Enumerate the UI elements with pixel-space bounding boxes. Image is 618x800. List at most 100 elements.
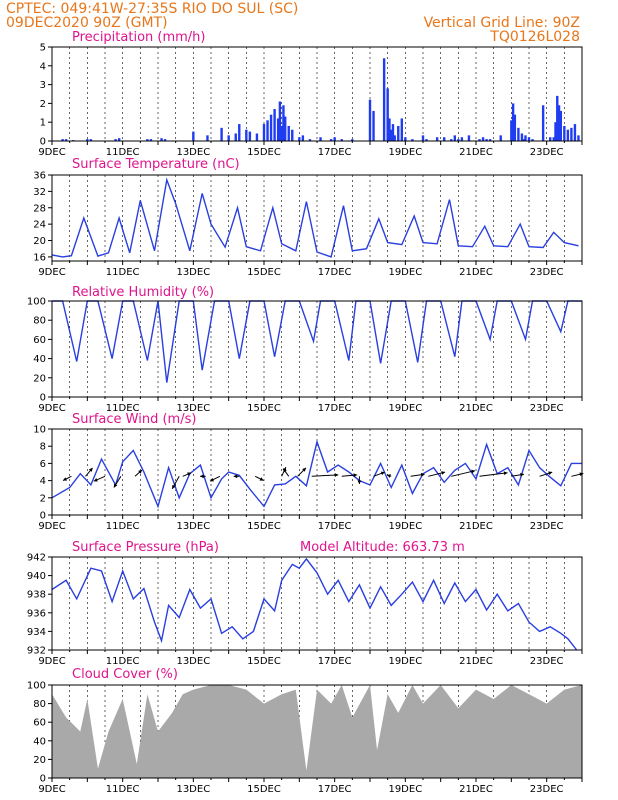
precip-bar bbox=[549, 137, 552, 141]
cloud-area bbox=[52, 685, 582, 778]
x-tick-label: 9DEC bbox=[38, 656, 65, 667]
precip-bar bbox=[319, 137, 322, 141]
precip-bar bbox=[64, 139, 68, 141]
precip-bar bbox=[411, 139, 414, 141]
wind-arrowhead bbox=[471, 469, 476, 474]
x-tick-label: 9DEC bbox=[38, 403, 65, 414]
series-line bbox=[51, 177, 579, 258]
precip-bar bbox=[391, 124, 395, 141]
x-tick-label: 23DEC bbox=[530, 267, 564, 278]
precip-bar bbox=[425, 139, 428, 141]
wind-arrowhead bbox=[283, 468, 287, 473]
precip-bar bbox=[511, 103, 515, 141]
precip-bar bbox=[368, 99, 372, 141]
y-tick-label: 80 bbox=[33, 316, 46, 327]
wind-arrowhead bbox=[302, 467, 306, 472]
y-tick-label: 24 bbox=[33, 220, 46, 231]
y-tick-label: 4 bbox=[40, 476, 46, 487]
precip-bar bbox=[554, 122, 557, 141]
x-tick-label: 15DEC bbox=[247, 784, 281, 795]
wind-arrowhead bbox=[187, 472, 192, 476]
y-tick-label: 100 bbox=[27, 681, 46, 692]
wind-arrowhead bbox=[210, 477, 215, 482]
header-left-line1: CPTEC: 049:41W-27:35S RIO DO SUL (SC) bbox=[6, 1, 298, 17]
precip-bar bbox=[388, 118, 391, 141]
precip-bar bbox=[149, 139, 153, 141]
x-tick-label: 23DEC bbox=[530, 403, 564, 414]
precip-bar bbox=[404, 137, 407, 141]
y-tick-label: 2 bbox=[40, 493, 46, 504]
panel-1: Surface Temperature (nC) 16 20 24 28 32 36 9DEC… bbox=[33, 157, 583, 278]
precip-bar bbox=[61, 139, 64, 141]
precip-bar bbox=[248, 131, 252, 141]
x-tick-label: 21DEC bbox=[459, 521, 493, 532]
wind-arrowhead bbox=[200, 474, 204, 479]
x-tick-label: 9DEC bbox=[38, 267, 65, 278]
y-tick-label: 936 bbox=[27, 608, 46, 619]
precip-bar bbox=[160, 138, 163, 141]
precip-bar bbox=[556, 95, 559, 141]
x-tick-label: 11DEC bbox=[106, 267, 140, 278]
x-tick-label: 23DEC bbox=[530, 521, 564, 532]
panel-frame bbox=[51, 174, 583, 262]
series-line bbox=[51, 439, 582, 509]
precip-bar bbox=[573, 124, 577, 141]
x-tick-label: 13DEC bbox=[176, 267, 210, 278]
wind-arrowhead bbox=[503, 471, 508, 476]
wind-arrowhead bbox=[387, 474, 391, 478]
precip-bar bbox=[86, 139, 89, 141]
wind-arrowhead bbox=[113, 483, 118, 488]
precip-bar bbox=[443, 137, 446, 141]
precip-bar bbox=[234, 133, 237, 141]
wind-arrowhead bbox=[353, 473, 358, 478]
precip-bar bbox=[499, 135, 502, 141]
precip-bar bbox=[269, 114, 273, 141]
header-left-line2: 09DEC2020 90Z (GMT) bbox=[6, 15, 168, 31]
precip-bar bbox=[453, 135, 456, 141]
panel-title: Surface Wind (m/s) bbox=[72, 412, 196, 427]
header-right-line2: TQ0126L028 bbox=[489, 29, 580, 45]
y-tick-label: 934 bbox=[27, 627, 46, 638]
precip-bar bbox=[541, 105, 545, 141]
precip-bar bbox=[282, 105, 285, 141]
wind-arrowhead bbox=[233, 474, 238, 479]
wind-arrowhead bbox=[93, 478, 98, 482]
precip-bar bbox=[255, 133, 259, 141]
x-tick-label: 21DEC bbox=[459, 403, 493, 414]
precip-bar bbox=[524, 135, 527, 141]
precip-bar bbox=[517, 127, 520, 141]
x-tick-label: 19DEC bbox=[388, 147, 422, 158]
precip-bar bbox=[329, 139, 333, 141]
x-tick-label: 23DEC bbox=[530, 784, 564, 795]
y-tick-label: 16 bbox=[33, 252, 46, 263]
y-tick-label: 8 bbox=[40, 442, 46, 453]
precip-bar bbox=[460, 137, 464, 141]
panel-3: Surface Wind (m/s) 0 2 4 6 8 10 9DEC 11DEC 13DEC 1… bbox=[33, 412, 584, 532]
y-tick-label: 4 bbox=[40, 61, 46, 72]
panel-stack: Precipitation (mm/h) 0 1 2 3 4 5 9DEC 11DEC 13DEC… bbox=[27, 30, 584, 795]
precip-bar bbox=[372, 110, 375, 141]
x-tick-label: 19DEC bbox=[388, 784, 422, 795]
precip-bar bbox=[421, 135, 425, 141]
precip-bar bbox=[89, 139, 93, 141]
precip-bar bbox=[531, 139, 534, 141]
wind-arrowhead bbox=[259, 477, 264, 481]
x-tick-label: 19DEC bbox=[388, 521, 422, 532]
precip-bar bbox=[577, 135, 580, 141]
precip-bar bbox=[163, 139, 167, 141]
precip-bar bbox=[513, 114, 517, 141]
precip-bar bbox=[114, 139, 117, 141]
precip-bar bbox=[563, 125, 566, 141]
precip-bar bbox=[291, 129, 294, 141]
y-tick-label: 100 bbox=[27, 297, 46, 308]
wind-arrowhead bbox=[520, 472, 524, 477]
precip-bar bbox=[450, 139, 453, 141]
precip-bar bbox=[527, 137, 531, 141]
precip-bar bbox=[262, 124, 266, 141]
x-tick-label: 21DEC bbox=[459, 147, 493, 158]
x-tick-label: 15DEC bbox=[247, 521, 281, 532]
y-tick-label: 0 bbox=[40, 774, 46, 785]
header-right-line1: Vertical Grid Line: 90Z bbox=[424, 15, 580, 31]
precip-bar bbox=[570, 127, 573, 141]
precip-bar bbox=[522, 139, 525, 141]
